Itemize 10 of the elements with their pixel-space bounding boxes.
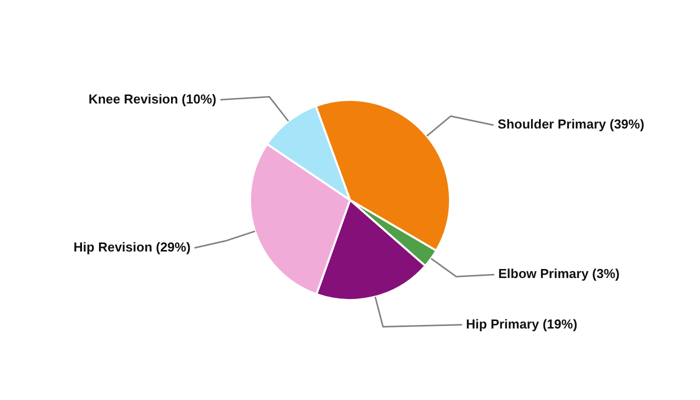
data-label: (19%) <box>542 316 578 332</box>
slice-label: Hip Primary <box>466 316 540 332</box>
slice-label: Shoulder Primary <box>498 116 607 132</box>
data-label: (3%) <box>592 266 620 282</box>
data-label: (39%) <box>610 116 644 132</box>
slice-label: Knee Revision <box>88 91 178 106</box>
data-label: (29%) <box>156 239 191 254</box>
data-label: (10%) <box>182 91 216 106</box>
slice-label: Hip Revision <box>74 239 152 254</box>
slice-label: Elbow Primary <box>498 266 590 282</box>
